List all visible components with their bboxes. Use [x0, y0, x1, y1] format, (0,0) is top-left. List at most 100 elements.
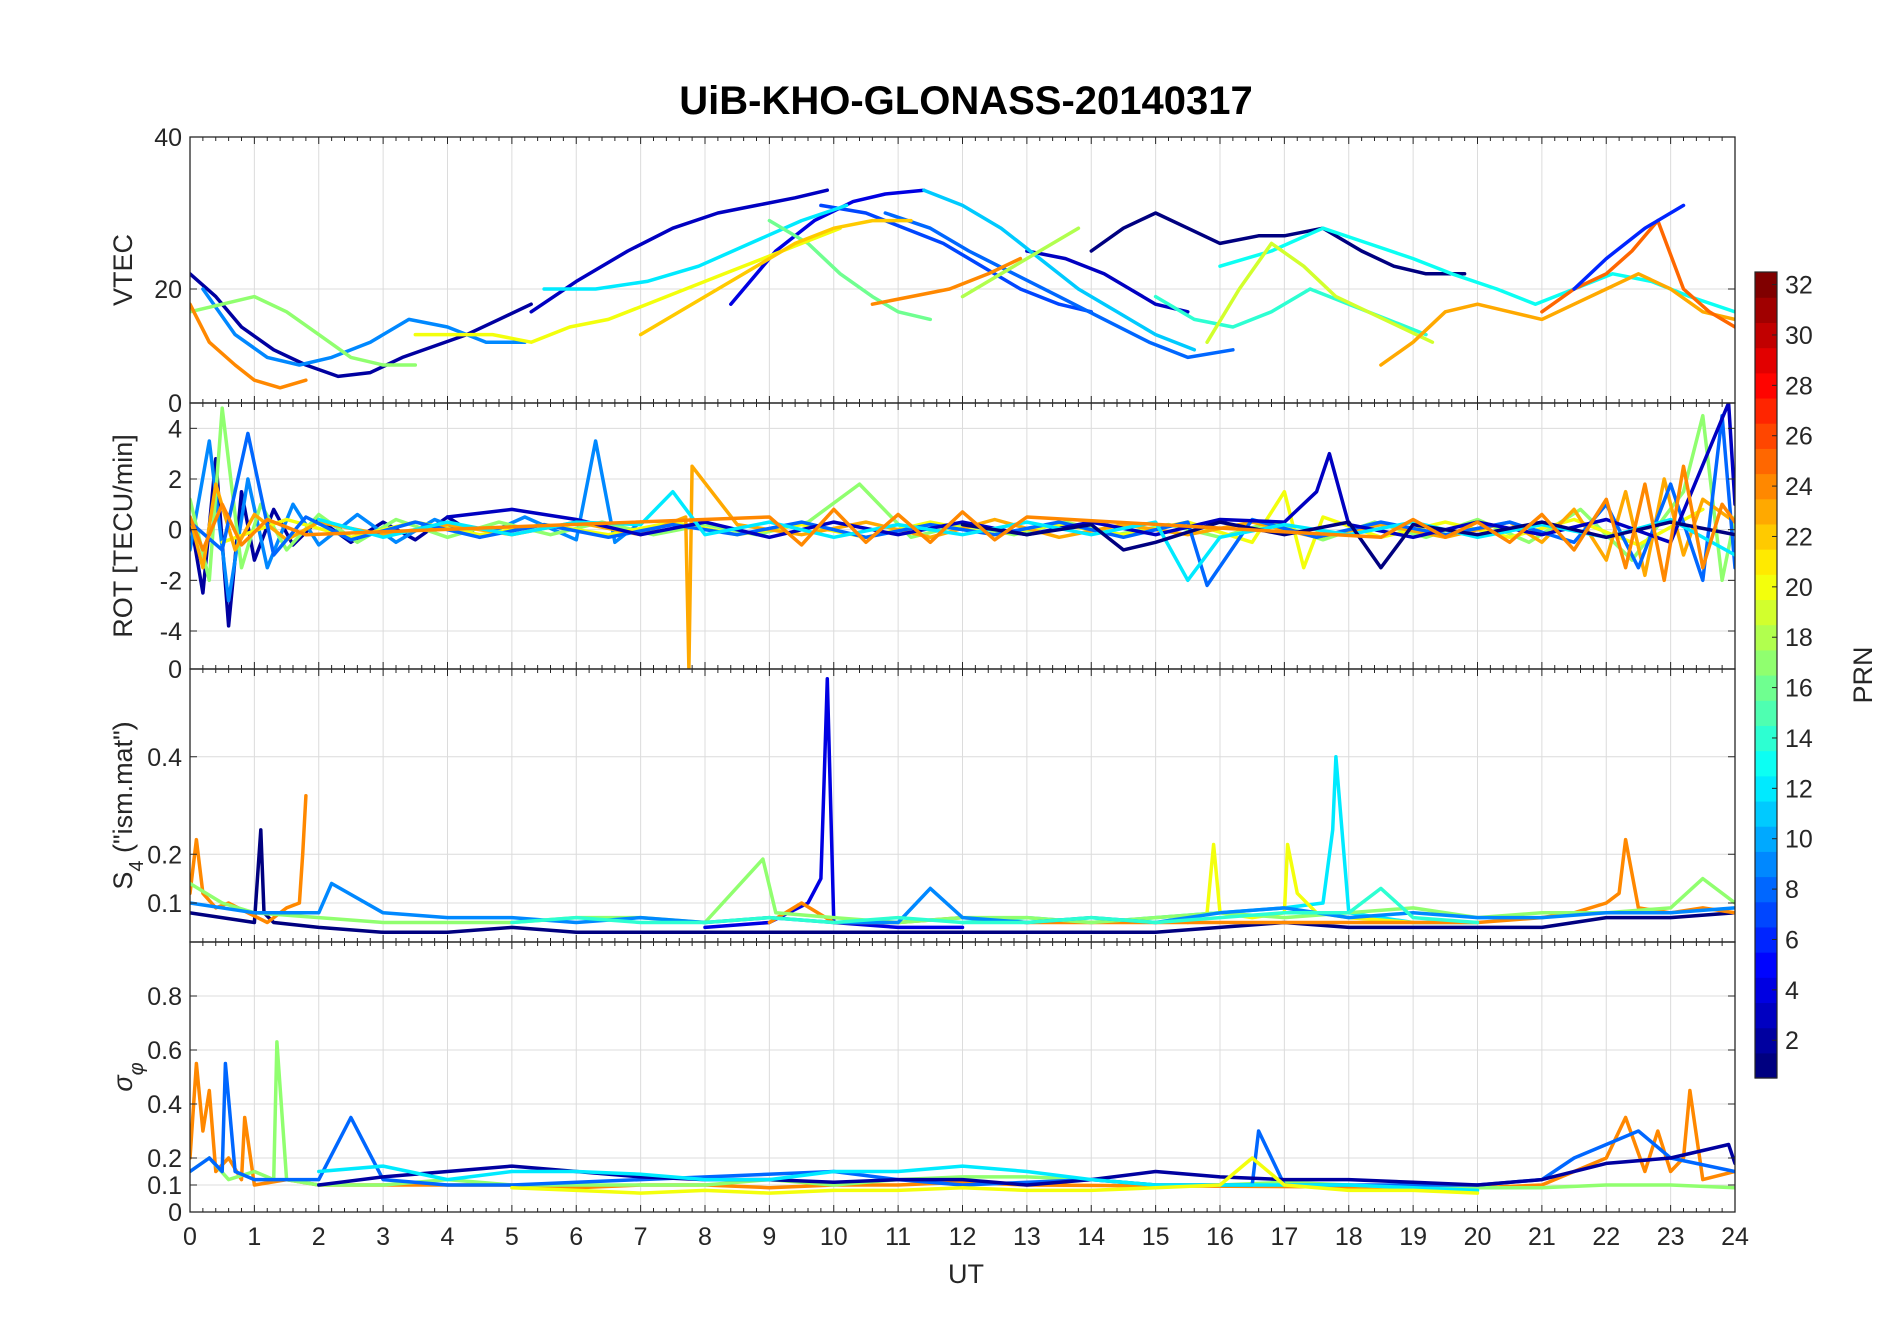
series-line-prn-12: [542, 203, 849, 291]
grid-layer: [189, 136, 1736, 1213]
colorbar-swatch: [1755, 800, 1777, 827]
colorbar-swatch: [1755, 876, 1777, 903]
series-line-prn-14: [510, 886, 1480, 925]
y-tick-label: 0.8: [147, 983, 182, 1011]
y-tick-label: 0.1: [147, 890, 182, 918]
series-line-prn-18: [960, 226, 1081, 299]
series-line-prn-8: [190, 1061, 1735, 1187]
colorbar-swatch: [1755, 1002, 1777, 1029]
series-line-prn-9: [190, 881, 1735, 925]
y-axis-label: σφ: [108, 1062, 148, 1091]
series-line-prn-14: [1153, 287, 1428, 337]
colorbar-swatch: [1755, 498, 1777, 525]
colorbar-tick-label: 32: [1785, 272, 1813, 300]
colorbar-tick-label: 30: [1785, 322, 1813, 350]
colorbar-swatch: [1755, 775, 1777, 802]
colorbar-label: PRN: [1848, 646, 1878, 703]
colorbar-swatch: [1755, 372, 1777, 399]
y-axis-label: S4 ("ism.mat"): [108, 721, 148, 889]
series-layer: [190, 188, 1735, 1195]
colorbar-swatch: [1755, 926, 1777, 953]
colorbar-swatch: [1755, 649, 1777, 676]
y-tick-label: -4: [160, 618, 182, 646]
colorbar-swatch: [1755, 322, 1777, 349]
colorbar-swatch: [1755, 423, 1777, 449]
series-line-prn-1: [1089, 211, 1467, 276]
x-tick-label: 10: [820, 1223, 848, 1251]
y-axis-label-sub: φ: [126, 1062, 148, 1075]
y-tick-label: 20: [154, 276, 182, 304]
colorbar-swatch: [1755, 952, 1777, 978]
x-tick-label: 15: [1142, 1223, 1170, 1251]
series-line-prn-20: [510, 1156, 1480, 1195]
colorbar-tick-label: 8: [1785, 876, 1799, 904]
colorbar-swatch: [1755, 675, 1777, 701]
colorbar-swatch: [1755, 1052, 1777, 1079]
colorbar-swatch: [1755, 977, 1777, 1004]
x-tick-label: 20: [1464, 1223, 1492, 1251]
panel-frame: [189, 941, 1736, 1213]
colorbar-tick-label: 14: [1785, 725, 1813, 753]
series-line-prn-3: [529, 188, 830, 314]
colorbar-swatch: [1755, 624, 1777, 651]
colorbar-swatch: [1755, 397, 1777, 424]
x-tick-label: 12: [949, 1223, 977, 1251]
x-tick-label: 17: [1270, 1223, 1298, 1251]
series-line-prn-7: [819, 203, 1094, 314]
y-tick-label: 0: [168, 517, 182, 545]
colorbar-swatch: [1755, 700, 1777, 726]
colorbar-swatch: [1755, 473, 1777, 500]
colorbar-tick-label: 26: [1785, 423, 1813, 451]
x-tick-label: 24: [1721, 1223, 1749, 1251]
y-tick-label: 40: [154, 124, 182, 152]
y-tick-label: 0.4: [147, 744, 182, 772]
y-tick-label: 0.4: [147, 1091, 182, 1119]
x-tick-label: 23: [1657, 1223, 1685, 1251]
y-axis-label-rest: ("ism.mat"): [108, 721, 138, 860]
series-line-prn-25: [1540, 218, 1735, 329]
colorbar-swatch: [1755, 826, 1777, 852]
x-tick-label: 4: [441, 1223, 455, 1251]
colorbar-swatch: [1755, 523, 1777, 550]
y-tick-label: 2: [168, 466, 182, 494]
y-axis-label: VTEC: [108, 234, 138, 306]
x-axis-label: UT: [948, 1259, 984, 1289]
colorbar-swatch: [1755, 297, 1777, 323]
colorbar-swatch: [1755, 901, 1777, 928]
series-line-prn-1: [190, 828, 1735, 935]
series-line-prn-12: [317, 489, 1735, 583]
y-tick-label: 0.2: [147, 841, 182, 869]
y-axis-label-sub: 4: [126, 861, 148, 872]
colorbar-swatch: [1755, 750, 1777, 777]
colorbar-tick-label: 20: [1785, 574, 1813, 602]
series-line-prn-11: [922, 188, 1197, 352]
colorbar-tick-label: 22: [1785, 523, 1813, 551]
colorbar-frame: [1754, 271, 1778, 1079]
x-tick-label: 5: [505, 1223, 519, 1251]
x-tick-label: 18: [1335, 1223, 1363, 1251]
series-line-prn-19: [1205, 241, 1435, 344]
y-tick-label: 0: [168, 1199, 182, 1227]
series-line-prn-9: [201, 287, 527, 367]
colorbar-swatch: [1755, 725, 1777, 752]
colorbar-tick-label: 28: [1785, 372, 1813, 400]
colorbar-swatch: [1755, 448, 1777, 475]
chart-title: UiB-KHO-GLONASS-20140317: [679, 79, 1253, 123]
y-axis-label: ROT [TECU/min]: [108, 434, 138, 638]
colorbar-tick-label: 16: [1785, 675, 1813, 703]
series-line-prn-6: [1572, 203, 1686, 291]
frame-layer: [189, 136, 1736, 1213]
x-tick-label: 11: [885, 1223, 911, 1251]
x-tick-label: 0: [183, 1223, 197, 1251]
x-tick-label: 13: [1013, 1223, 1041, 1251]
series-line-prn-23: [1379, 272, 1735, 367]
x-tick-label: 21: [1528, 1223, 1556, 1251]
colorbar-tick-label: 24: [1785, 473, 1813, 501]
colorbar-swatch: [1755, 347, 1777, 374]
series-line-prn-16: [767, 218, 933, 322]
x-tick-label: 3: [376, 1223, 390, 1251]
y-tick-label: 0.1: [147, 1172, 182, 1200]
x-tick-label: 19: [1399, 1223, 1427, 1251]
x-tick-label: 14: [1077, 1223, 1105, 1251]
